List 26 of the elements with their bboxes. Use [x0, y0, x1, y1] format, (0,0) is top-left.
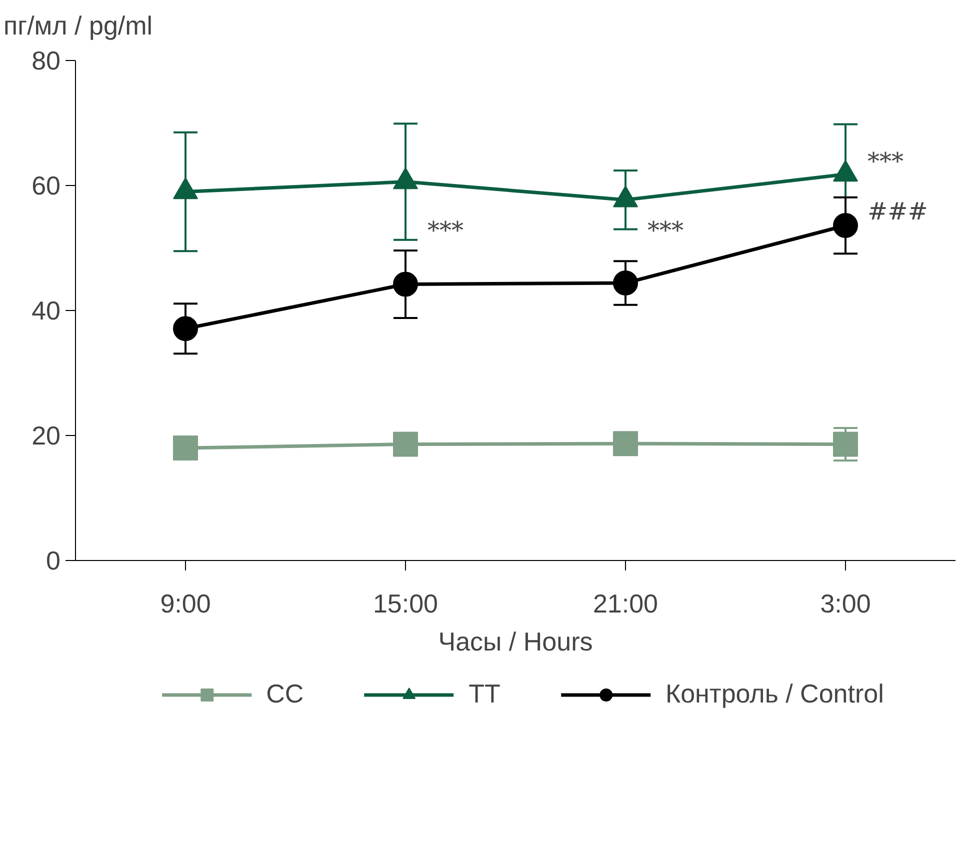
annotation: *** — [868, 148, 904, 176]
y-tick-label: 80 — [32, 46, 60, 76]
point — [393, 167, 418, 190]
legend-label: TT — [468, 678, 500, 710]
x-tick-label: 3:00 — [820, 588, 871, 618]
x-axis-title: Часы / Hours — [438, 626, 593, 656]
annotation: *** — [428, 216, 464, 244]
point — [613, 186, 638, 208]
y-tick-label: 40 — [32, 296, 60, 326]
point — [173, 436, 198, 460]
legend-label: Контроль / Control — [665, 678, 884, 710]
point — [833, 160, 858, 182]
y-axis-title: пг/мл / pg/ml — [4, 10, 153, 40]
x-tick-label: 21:00 — [592, 588, 658, 618]
point — [393, 432, 418, 457]
y-tick-label: 20 — [32, 420, 60, 450]
y-tick-label: 0 — [46, 546, 61, 576]
legend-label: CC — [266, 678, 304, 710]
point — [173, 177, 198, 200]
x-tick-label: 9:00 — [160, 588, 211, 618]
annotation: *** — [648, 216, 684, 244]
annotation: ### — [868, 198, 928, 226]
x-tick-label: 15:00 — [372, 588, 438, 618]
y-tick-label: 60 — [32, 170, 60, 200]
point — [613, 431, 638, 456]
point — [833, 432, 858, 457]
